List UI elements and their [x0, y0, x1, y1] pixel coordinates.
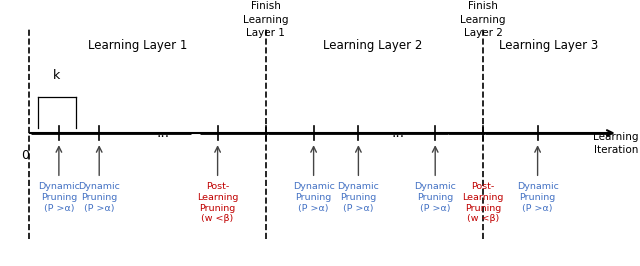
Text: Dynamic
Pruning
(P >α): Dynamic Pruning (P >α): [414, 182, 456, 213]
Text: Learning
Iteration: Learning Iteration: [593, 132, 639, 155]
Text: Learning Layer 3: Learning Layer 3: [499, 39, 599, 52]
Text: Finish
Learning
Layer 1: Finish Learning Layer 1: [243, 1, 289, 38]
Text: ...: ...: [392, 126, 404, 140]
Text: 0: 0: [22, 149, 29, 162]
Text: ...: ...: [157, 126, 170, 140]
Text: Learning Layer 2: Learning Layer 2: [323, 39, 423, 52]
Text: Post-
Learning
Pruning
(w <β): Post- Learning Pruning (w <β): [463, 182, 504, 223]
Text: Dynamic
Pruning
(P >α): Dynamic Pruning (P >α): [38, 182, 80, 213]
Text: Dynamic
Pruning
(P >α): Dynamic Pruning (P >α): [337, 182, 380, 213]
Text: Post-
Learning
Pruning
(w <β): Post- Learning Pruning (w <β): [197, 182, 238, 223]
Text: Dynamic
Pruning
(P >α): Dynamic Pruning (P >α): [292, 182, 335, 213]
Text: Dynamic
Pruning
(P >α): Dynamic Pruning (P >α): [516, 182, 559, 213]
Text: Finish
Learning
Layer 2: Finish Learning Layer 2: [460, 1, 506, 38]
Text: Dynamic
Pruning
(P >α): Dynamic Pruning (P >α): [78, 182, 120, 213]
Text: Learning Layer 1: Learning Layer 1: [88, 39, 188, 52]
Text: k: k: [53, 69, 61, 82]
